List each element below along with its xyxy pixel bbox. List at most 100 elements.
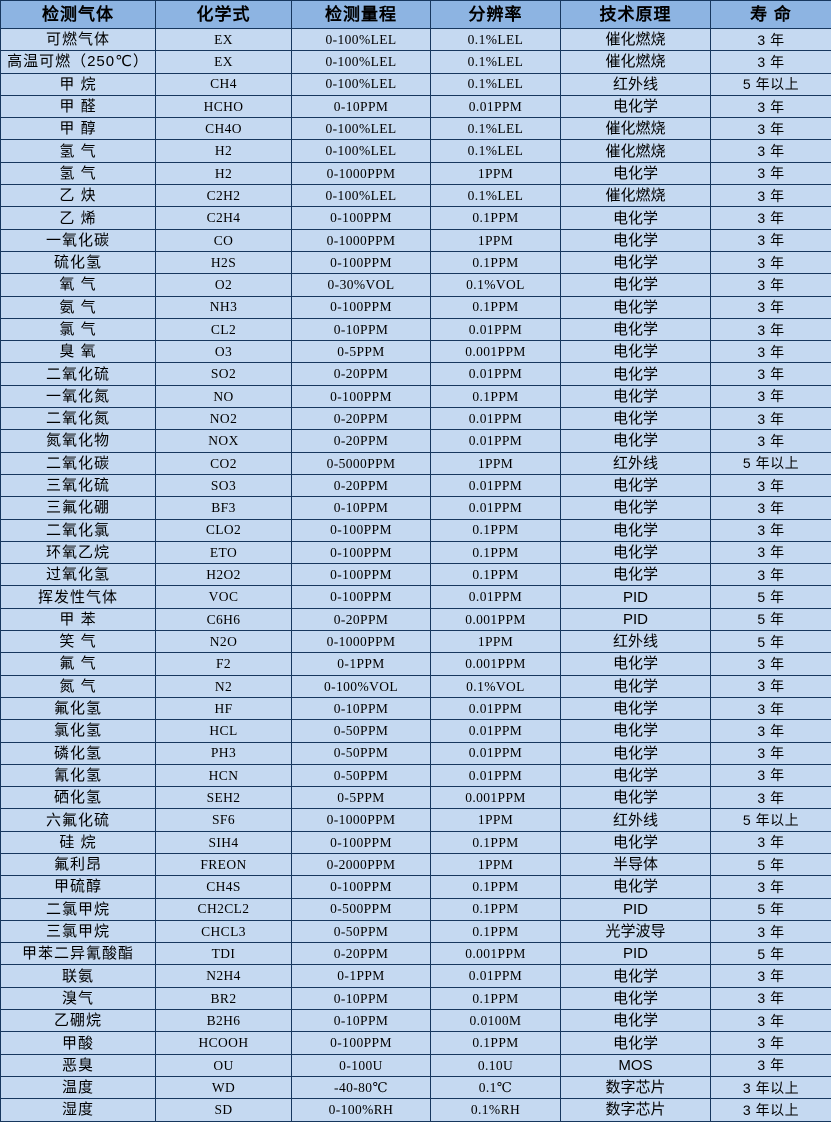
cell-detection-range: 0-100PPM xyxy=(292,296,431,318)
cell-resolution: 0.1%LEL xyxy=(431,118,561,140)
cell-detection-range: 0-30%VOL xyxy=(292,274,431,296)
cell-technical-principle: 光学波导 xyxy=(561,920,711,942)
column-header-resolution: 分辨率 xyxy=(431,1,561,29)
cell-lifespan: 3 年 xyxy=(711,296,831,318)
cell-resolution: 0.01PPM xyxy=(431,318,561,340)
cell-detection-range: 0-100PPM xyxy=(292,564,431,586)
cell-technical-principle: 电化学 xyxy=(561,408,711,430)
cell-technical-principle: 电化学 xyxy=(561,876,711,898)
cell-chemical-formula: PH3 xyxy=(156,742,292,764)
cell-detection-range: 0-10PPM xyxy=(292,497,431,519)
cell-lifespan: 3 年 xyxy=(711,29,831,51)
cell-technical-principle: 电化学 xyxy=(561,541,711,563)
cell-lifespan: 5 年 xyxy=(711,853,831,875)
cell-resolution: 0.1%LEL xyxy=(431,29,561,51)
cell-resolution: 0.1PPM xyxy=(431,519,561,541)
cell-lifespan: 3 年 xyxy=(711,541,831,563)
cell-resolution: 0.1%RH xyxy=(431,1099,561,1121)
cell-chemical-formula: SEH2 xyxy=(156,787,292,809)
cell-technical-principle: 数字芯片 xyxy=(561,1099,711,1121)
cell-lifespan: 5 年 xyxy=(711,631,831,653)
cell-resolution: 1PPM xyxy=(431,229,561,251)
cell-gas-name: 一氧化氮 xyxy=(1,385,156,407)
cell-gas-name: 二氧化硫 xyxy=(1,363,156,385)
cell-resolution: 0.1PPM xyxy=(431,541,561,563)
cell-technical-principle: 红外线 xyxy=(561,73,711,95)
cell-detection-range: 0-20PPM xyxy=(292,943,431,965)
cell-resolution: 1PPM xyxy=(431,631,561,653)
cell-detection-range: 0-1000PPM xyxy=(292,162,431,184)
cell-resolution: 0.01PPM xyxy=(431,764,561,786)
cell-technical-principle: 电化学 xyxy=(561,296,711,318)
cell-gas-name: 三氟化硼 xyxy=(1,497,156,519)
cell-detection-range: 0-100PPM xyxy=(292,876,431,898)
cell-chemical-formula: CO2 xyxy=(156,452,292,474)
cell-lifespan: 3 年 xyxy=(711,720,831,742)
cell-technical-principle: MOS xyxy=(561,1054,711,1076)
cell-resolution: 1PPM xyxy=(431,809,561,831)
cell-resolution: 0.001PPM xyxy=(431,943,561,965)
cell-technical-principle: 电化学 xyxy=(561,229,711,251)
cell-detection-range: 0-20PPM xyxy=(292,408,431,430)
cell-technical-principle: 电化学 xyxy=(561,251,711,273)
cell-gas-name: 恶臭 xyxy=(1,1054,156,1076)
cell-technical-principle: 红外线 xyxy=(561,452,711,474)
cell-detection-range: 0-10PPM xyxy=(292,987,431,1009)
cell-resolution: 0.001PPM xyxy=(431,341,561,363)
cell-gas-name: 乙 炔 xyxy=(1,185,156,207)
cell-chemical-formula: BR2 xyxy=(156,987,292,1009)
cell-detection-range: 0-1000PPM xyxy=(292,631,431,653)
cell-technical-principle: 数字芯片 xyxy=(561,1076,711,1098)
cell-resolution: 0.1%LEL xyxy=(431,51,561,73)
cell-technical-principle: 电化学 xyxy=(561,831,711,853)
cell-technical-principle: 电化学 xyxy=(561,474,711,496)
cell-gas-name: 磷化氢 xyxy=(1,742,156,764)
cell-gas-name: 挥发性气体 xyxy=(1,586,156,608)
cell-resolution: 0.1PPM xyxy=(431,564,561,586)
cell-resolution: 1PPM xyxy=(431,452,561,474)
cell-detection-range: 0-100PPM xyxy=(292,1032,431,1054)
cell-resolution: 0.01PPM xyxy=(431,430,561,452)
cell-chemical-formula: NO xyxy=(156,385,292,407)
cell-gas-name: 温度 xyxy=(1,1076,156,1098)
cell-chemical-formula: HCOOH xyxy=(156,1032,292,1054)
cell-resolution: 0.1PPM xyxy=(431,876,561,898)
cell-gas-name: 硅 烷 xyxy=(1,831,156,853)
cell-detection-range: 0-100%LEL xyxy=(292,73,431,95)
cell-chemical-formula: SD xyxy=(156,1099,292,1121)
cell-detection-range: 0-1000PPM xyxy=(292,809,431,831)
cell-lifespan: 5 年以上 xyxy=(711,809,831,831)
cell-lifespan: 3 年 xyxy=(711,1032,831,1054)
cell-resolution: 0.1PPM xyxy=(431,1032,561,1054)
cell-detection-range: 0-50PPM xyxy=(292,920,431,942)
cell-resolution: 0.1PPM xyxy=(431,251,561,273)
cell-chemical-formula: H2 xyxy=(156,162,292,184)
cell-technical-principle: 电化学 xyxy=(561,787,711,809)
cell-detection-range: 0-100%VOL xyxy=(292,675,431,697)
cell-chemical-formula: O3 xyxy=(156,341,292,363)
cell-gas-name: 笑 气 xyxy=(1,631,156,653)
cell-resolution: 0.01PPM xyxy=(431,363,561,385)
cell-lifespan: 3 年 xyxy=(711,1054,831,1076)
cell-lifespan: 3 年 xyxy=(711,876,831,898)
cell-resolution: 0.1PPM xyxy=(431,920,561,942)
cell-lifespan: 3 年 xyxy=(711,474,831,496)
cell-gas-name: 可燃气体 xyxy=(1,29,156,51)
cell-detection-range: 0-10PPM xyxy=(292,318,431,340)
cell-gas-name: 环氧乙烷 xyxy=(1,541,156,563)
cell-technical-principle: 电化学 xyxy=(561,274,711,296)
cell-technical-principle: 电化学 xyxy=(561,697,711,719)
cell-technical-principle: 电化学 xyxy=(561,764,711,786)
cell-detection-range: 0-100%LEL xyxy=(292,118,431,140)
